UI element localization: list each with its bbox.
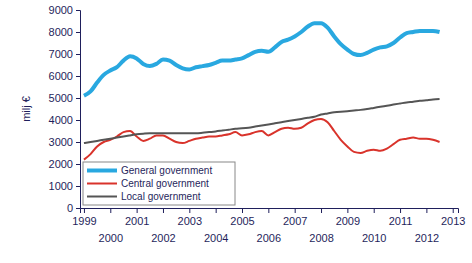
legend-box: [83, 162, 235, 205]
x-tick: 2004: [204, 208, 228, 244]
x-tick-label: 2010: [362, 232, 386, 244]
lines: [84, 23, 440, 159]
y-tick-mark: [76, 76, 80, 77]
x-tick-label: 2005: [230, 215, 254, 227]
x-tick: 2013: [441, 208, 465, 227]
x-tick-label: 2013: [441, 215, 465, 227]
x-tick-mark: [347, 208, 348, 213]
x-tick-mark: [242, 208, 243, 213]
y-tick: 5000: [49, 92, 80, 104]
y-axis-line: [76, 11, 81, 209]
x-tick-mark: [84, 208, 85, 213]
x-tick-label: 2000: [99, 232, 123, 244]
x-tick-label: 2001: [125, 215, 149, 227]
x-tick-mark: [268, 208, 269, 213]
y-tick-mark: [76, 98, 80, 99]
x-tick-label: 2002: [151, 232, 175, 244]
x-tick: 2009: [336, 208, 360, 227]
x-tick-mark: [374, 208, 375, 213]
y-tick-label: 3000: [49, 136, 73, 148]
x-tick-label: 2006: [257, 232, 281, 244]
x-tick: 2012: [415, 208, 439, 244]
y-tick-mark: [76, 32, 80, 33]
y-tick: 9000: [49, 4, 80, 16]
x-tick-mark: [163, 208, 164, 213]
series-line: [84, 99, 440, 143]
x-tick-mark: [137, 208, 138, 213]
x-tick-mark: [110, 208, 111, 213]
y-tick: 2000: [49, 158, 80, 170]
y-tick-mark: [76, 10, 80, 11]
x-tick: 2008: [309, 208, 333, 244]
x-tick: 2001: [125, 208, 149, 227]
y-tick-mark: [76, 186, 80, 187]
x-tick: 1999: [72, 208, 96, 227]
plot: 0 1000 2000 3000 4000 5000 6000 7000 8000 9000 199…: [49, 4, 466, 244]
x-tick-label: 2008: [309, 232, 333, 244]
y-tick-label: 6000: [49, 70, 73, 82]
y-axis-title: milj €: [20, 96, 32, 122]
y-tick: 4000: [49, 114, 80, 126]
x-tick-label: 2012: [415, 232, 439, 244]
x-tick: 2007: [283, 208, 307, 227]
y-tick: 8000: [49, 26, 80, 38]
x-tick: 2003: [178, 208, 202, 227]
x-tick: 2006: [257, 208, 281, 244]
x-tick-mark: [189, 208, 190, 213]
x-tick: 2000: [99, 208, 123, 244]
legend-key: [87, 196, 117, 198]
x-tick-mark: [321, 208, 322, 213]
y-tick-mark: [76, 142, 80, 143]
y-tick-label: 9000: [49, 4, 73, 16]
legend-label: Central government: [121, 178, 209, 189]
y-tick: 6000: [49, 70, 80, 82]
x-tick-label: 1999: [72, 215, 96, 227]
y-tick-label: 4000: [49, 114, 73, 126]
x-tick-label: 2007: [283, 215, 307, 227]
y-tick-mark: [76, 120, 80, 121]
legend-key: [87, 169, 117, 173]
x-tick-mark: [426, 208, 427, 213]
x-tick-label: 2004: [204, 232, 228, 244]
y-tick-label: 0: [67, 202, 73, 214]
x-tick: 2010: [362, 208, 386, 244]
x-tick-mark: [216, 208, 217, 213]
x-axis: 1999200020012002200320042005200620072008…: [72, 208, 465, 244]
y-tick-mark: [76, 164, 80, 165]
y-tick-label: 7000: [49, 48, 73, 60]
x-tick: 2005: [230, 208, 254, 227]
x-tick-label: 2011: [389, 215, 413, 227]
y-tick-mark: [76, 54, 80, 55]
y-tick-label: 2000: [49, 158, 73, 170]
y-tick-label: 5000: [49, 92, 73, 104]
y-tick-mark: [76, 208, 80, 209]
y-tick: 1000: [49, 180, 80, 192]
y-tick: 3000: [49, 136, 80, 148]
legend-label: Local government: [121, 191, 201, 202]
x-tick-label: 2009: [336, 215, 360, 227]
legend-label: General government: [121, 165, 212, 176]
series-line: [84, 23, 440, 96]
x-tick-mark: [453, 208, 454, 213]
x-tick: 2002: [151, 208, 175, 244]
x-tick-label: 2003: [178, 215, 202, 227]
chart: 0 1000 2000 3000 4000 5000 6000 7000 8000 9000 199…: [0, 0, 472, 263]
x-tick: 2011: [389, 208, 413, 227]
x-tick-mark: [400, 208, 401, 213]
x-axis-line: [81, 209, 459, 214]
y-axis: 0 1000 2000 3000 4000 5000 6000 7000 8000 9000: [49, 4, 81, 214]
y-tick: 7000: [49, 48, 80, 60]
legend-key: [87, 183, 117, 185]
legend: General government Central government Loca…: [83, 162, 235, 205]
y-tick-label: 1000: [49, 180, 73, 192]
x-tick-mark: [295, 208, 296, 213]
y-tick: 0: [67, 202, 80, 214]
y-tick-label: 8000: [49, 26, 73, 38]
